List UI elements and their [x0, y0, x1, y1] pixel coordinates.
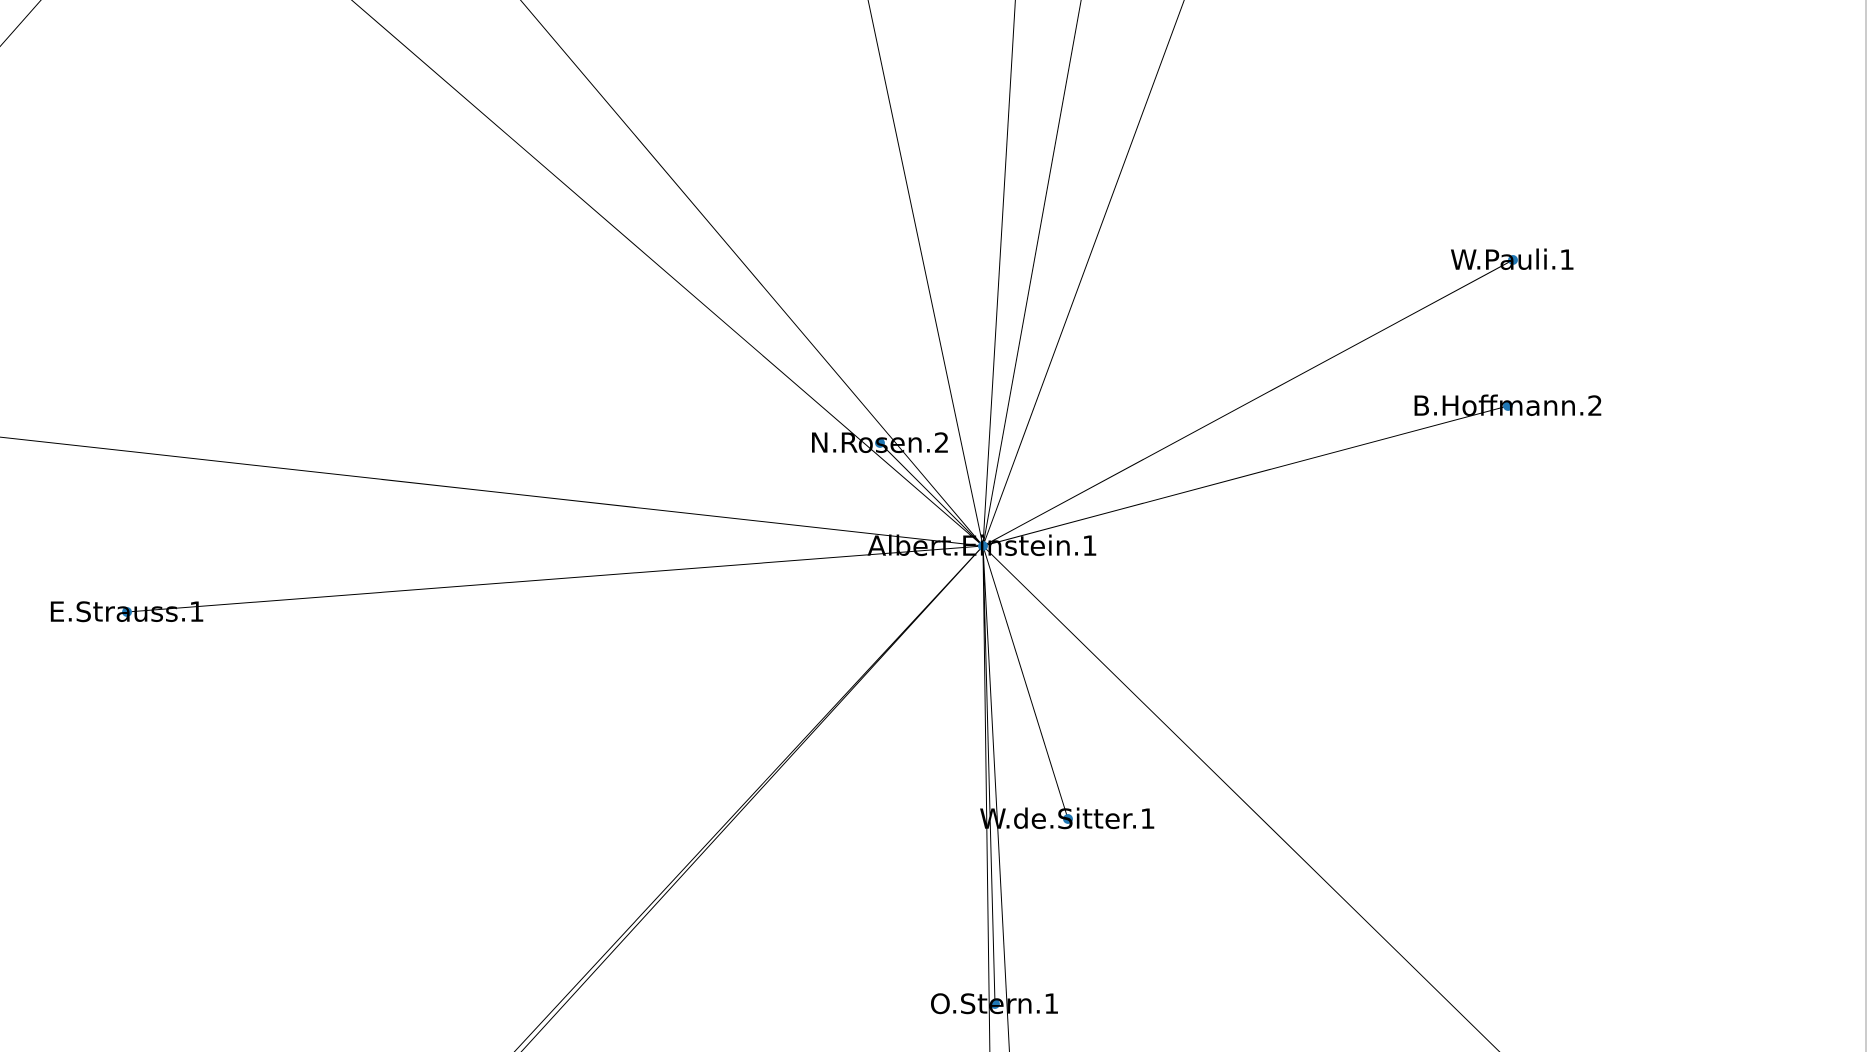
edge-einstein-stern	[982, 545, 996, 1005]
edge-offcanvas-9	[982, 545, 1010, 1052]
node-hoffmann	[1503, 401, 1513, 411]
edge-offcanvas-11	[982, 545, 991, 1052]
labels-layer: Albert.Einstein.1 W.Pauli.1 B.Hoffmann.2 N.…	[48, 244, 1604, 1021]
edge-einstein-rosen	[879, 442, 984, 547]
node-label-pauli: W.Pauli.1	[1450, 244, 1576, 277]
edge-offcanvas-0	[0, 436, 984, 547]
node-sitter	[1063, 814, 1073, 824]
node-label-stern: O.Stern.1	[929, 988, 1060, 1021]
edge-einstein-hoffmann	[982, 405, 1509, 547]
edge-offcanvas-8	[520, 545, 984, 1052]
edge-offcanvas-12	[0, 0, 42, 48]
edge-einstein-sitter	[982, 545, 1069, 820]
edge-offcanvas-1	[350, 0, 984, 547]
edge-offcanvas-7	[513, 545, 984, 1052]
edge-offcanvas-4	[982, 0, 1016, 547]
edge-einstein-pauli	[982, 259, 1514, 547]
edge-offcanvas-5	[982, 0, 1082, 547]
nodes-layer	[122, 255, 1518, 1009]
edge-offcanvas-3	[867, 0, 984, 547]
node-label-sitter: W.de.Sitter.1	[979, 803, 1157, 836]
edge-offcanvas-6	[982, 0, 1185, 547]
node-strauss	[122, 607, 132, 617]
edge-einstein-strauss	[126, 545, 984, 613]
node-label-rosen: N.Rosen.2	[809, 427, 950, 460]
node-label-einstein: Albert.Einstein.1	[867, 530, 1099, 563]
node-label-hoffmann: B.Hoffmann.2	[1412, 390, 1604, 423]
node-pauli	[1508, 255, 1518, 265]
edges-layer	[0, 0, 1514, 1052]
edge-offcanvas-10	[982, 545, 1501, 1052]
node-label-strauss: E.Strauss.1	[48, 596, 206, 629]
node-stern	[990, 999, 1000, 1009]
node-rosen	[875, 438, 885, 448]
node-einstein	[978, 541, 988, 551]
edge-offcanvas-2	[519, 0, 984, 547]
